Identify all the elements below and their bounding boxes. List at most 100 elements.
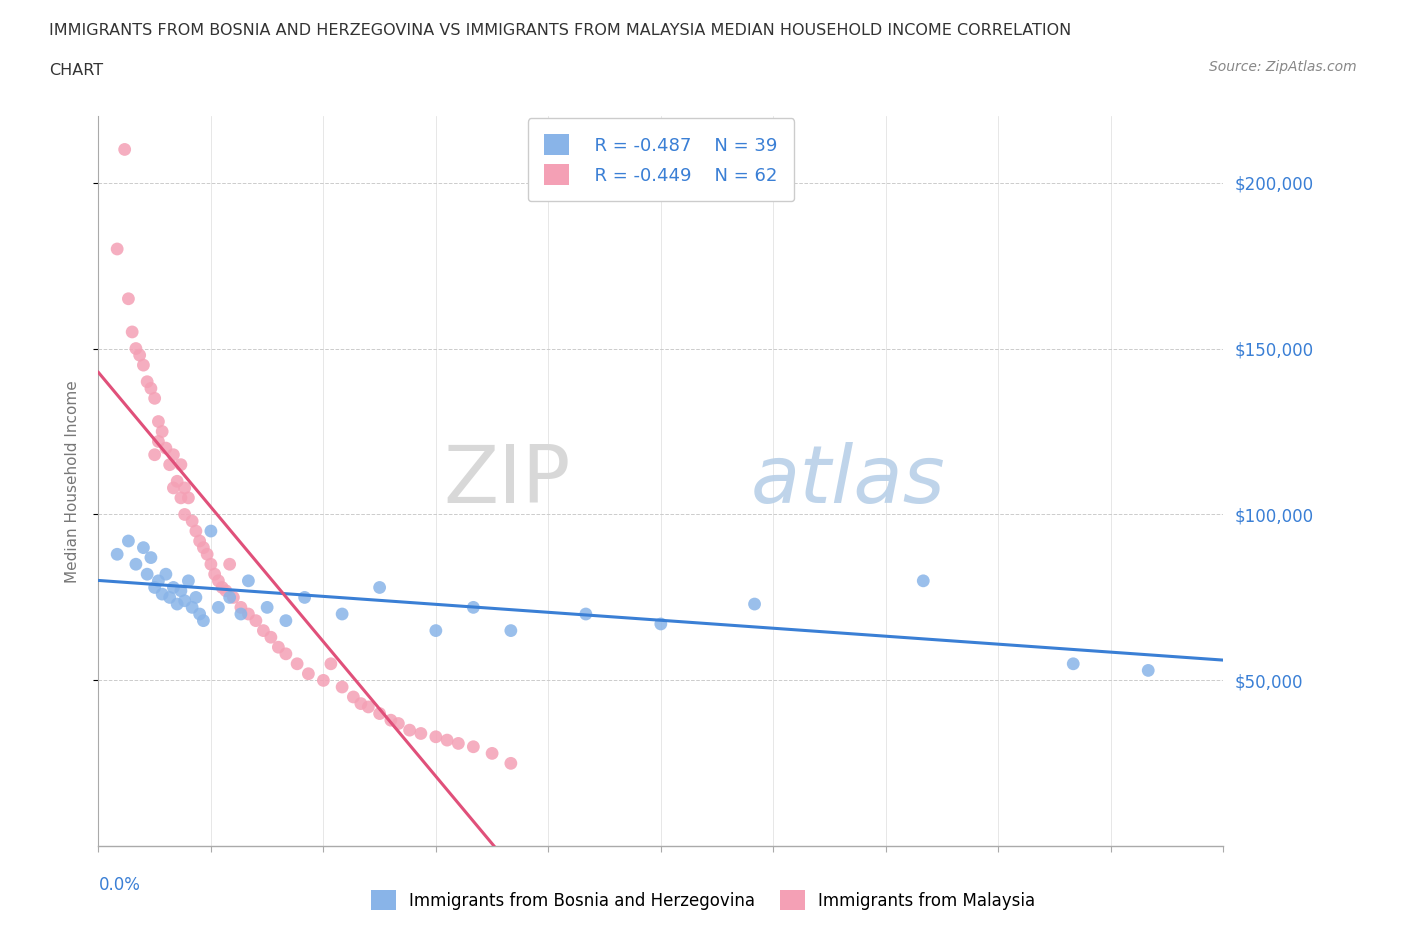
Point — [170, 458, 193, 472]
Point — [245, 613, 267, 628]
Point — [499, 756, 522, 771]
Point — [207, 574, 229, 589]
Point — [155, 441, 177, 456]
Point — [912, 574, 935, 589]
Point — [204, 566, 226, 581]
Point — [409, 726, 432, 741]
Point — [312, 673, 335, 688]
Point — [125, 341, 148, 356]
Point — [425, 729, 447, 744]
Point — [128, 348, 150, 363]
Point — [1137, 663, 1160, 678]
Point — [330, 680, 353, 695]
Point — [285, 657, 308, 671]
Text: ZIP: ZIP — [443, 443, 571, 520]
Point — [143, 580, 166, 595]
Point — [148, 434, 170, 449]
Point — [136, 374, 159, 389]
Point — [222, 590, 245, 604]
Point — [215, 583, 238, 598]
Point — [143, 391, 166, 405]
Point — [105, 547, 128, 562]
Point — [238, 574, 260, 589]
Point — [575, 606, 598, 621]
Point — [193, 613, 215, 628]
Point — [260, 630, 283, 644]
Point — [274, 646, 297, 661]
Point — [148, 414, 170, 429]
Point — [267, 640, 290, 655]
Point — [132, 540, 155, 555]
Point — [159, 458, 181, 472]
Point — [117, 534, 139, 549]
Point — [139, 551, 162, 565]
Point — [447, 736, 470, 751]
Point — [330, 606, 353, 621]
Point — [200, 557, 222, 572]
Point — [173, 507, 195, 522]
Point — [238, 606, 260, 621]
Point — [170, 583, 193, 598]
Point — [121, 325, 143, 339]
Point — [150, 424, 173, 439]
Point — [294, 590, 316, 604]
Point — [463, 600, 485, 615]
Point — [188, 534, 211, 549]
Point — [173, 481, 195, 496]
Point — [193, 540, 215, 555]
Point — [211, 580, 233, 595]
Point — [114, 142, 136, 157]
Point — [398, 723, 420, 737]
Point — [139, 381, 162, 396]
Point — [218, 557, 240, 572]
Point — [195, 547, 218, 562]
Point — [170, 490, 193, 505]
Point — [207, 600, 229, 615]
Point — [184, 590, 207, 604]
Point — [368, 580, 391, 595]
Point — [1062, 657, 1084, 671]
Point — [350, 697, 373, 711]
Point — [155, 566, 177, 581]
Y-axis label: Median Household Income: Median Household Income — [65, 379, 80, 583]
Point — [357, 699, 380, 714]
Point — [252, 623, 274, 638]
Point — [744, 597, 766, 612]
Point — [297, 666, 319, 681]
Point — [319, 657, 342, 671]
Point — [218, 590, 240, 604]
Point — [132, 358, 155, 373]
Point — [436, 733, 458, 748]
Point — [162, 481, 184, 496]
Text: CHART: CHART — [49, 63, 103, 78]
Point — [159, 590, 181, 604]
Point — [143, 447, 166, 462]
Point — [166, 474, 188, 489]
Legend: Immigrants from Bosnia and Herzegovina, Immigrants from Malaysia: Immigrants from Bosnia and Herzegovina, … — [364, 884, 1042, 917]
Point — [125, 557, 148, 572]
Point — [650, 617, 672, 631]
Point — [177, 574, 200, 589]
Point — [173, 593, 195, 608]
Point — [148, 574, 170, 589]
Point — [105, 242, 128, 257]
Point — [162, 580, 184, 595]
Point — [229, 606, 252, 621]
Point — [481, 746, 503, 761]
Point — [181, 513, 204, 528]
Point — [463, 739, 485, 754]
Point — [117, 291, 139, 306]
Point — [229, 600, 252, 615]
Text: atlas: atlas — [751, 443, 946, 520]
Text: 0.0%: 0.0% — [98, 875, 141, 894]
Point — [342, 689, 364, 704]
Point — [136, 566, 159, 581]
Point — [200, 524, 222, 538]
Point — [368, 706, 391, 721]
Point — [499, 623, 522, 638]
Point — [274, 613, 297, 628]
Point — [162, 447, 184, 462]
Point — [177, 490, 200, 505]
Legend:   R = -0.487    N = 39,   R = -0.449    N = 62: R = -0.487 N = 39, R = -0.449 N = 62 — [527, 118, 794, 201]
Point — [380, 712, 402, 727]
